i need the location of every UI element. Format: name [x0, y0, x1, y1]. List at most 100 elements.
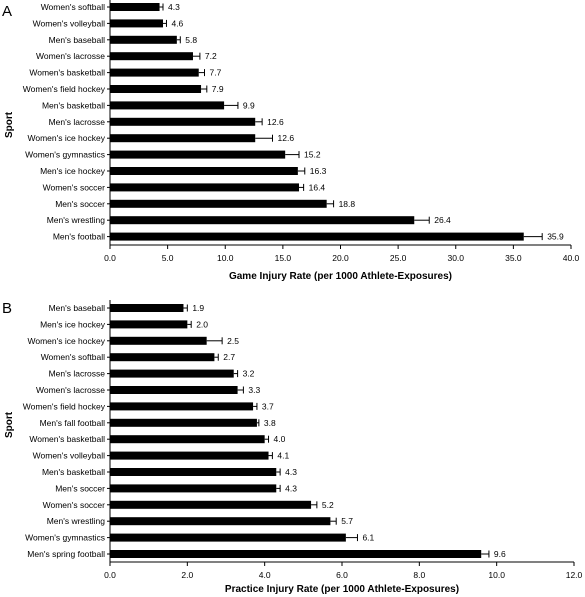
panel-b-bar	[110, 418, 257, 427]
panel-a-data-label: 18.8	[339, 199, 356, 209]
panel-a-x-tick-label: 10.0	[217, 253, 234, 263]
panel-b-category-label: Men's spring football	[27, 549, 105, 559]
panel-b-x-axis-title: Practice Injury Rate (per 1000 Athlete-E…	[225, 584, 459, 595]
panel-b-bar	[110, 435, 265, 444]
panel-a-data-label: 9.9	[243, 100, 255, 110]
panel-a-data-label: 16.4	[309, 182, 326, 192]
panel-a-x-tick-label: 40.0	[563, 253, 580, 263]
panel-b-category-label: Women's softball	[41, 352, 105, 362]
panel-b-category-label: Women's lacrosse	[36, 385, 105, 395]
panel-a-x-tick-label: 35.0	[505, 253, 522, 263]
panel-b-category-label: Men's ice hockey	[40, 319, 106, 329]
panel-b-category-label: Women's soccer	[43, 500, 106, 510]
panel-a-category-label: Women's soccer	[43, 182, 106, 192]
panel-b-category-label: Men's basketball	[42, 467, 105, 477]
panel-a-category-label: Men's wrestling	[47, 215, 106, 225]
panel-a-letter: A	[2, 3, 12, 20]
panel-a-data-label: 4.6	[171, 18, 183, 28]
panel-a-bar	[110, 117, 256, 126]
panel-b-data-label: 2.7	[223, 352, 235, 362]
panel-b-data-label: 4.1	[277, 451, 289, 461]
panel-a-bar	[110, 52, 193, 61]
panel-a-x-axis-title: Game Injury Rate (per 1000 Athlete-Expos…	[229, 271, 452, 282]
panel-a-bar	[110, 85, 202, 93]
panel-a-data-label: 35.9	[547, 232, 564, 242]
panel-a-data-label: 12.6	[278, 133, 295, 143]
panel-b-bar	[110, 386, 238, 394]
panel-b-bar	[110, 517, 331, 526]
panel-a-bar	[110, 167, 298, 175]
panel-a-bar	[110, 183, 300, 192]
panel-a-category-label: Men's lacrosse	[49, 117, 106, 127]
panel-b-bar	[110, 304, 184, 312]
panel-b-bar	[110, 500, 312, 509]
panel-a-data-label: 7.9	[212, 84, 224, 94]
panel-a-category-label: Men's football	[53, 232, 105, 242]
panel-b-category-label: Men's lacrosse	[49, 369, 106, 379]
panel-b-data-label: 4.3	[285, 483, 297, 493]
panel-a-bar	[110, 150, 286, 159]
panel-b-category-label: Women's field hockey	[23, 401, 106, 411]
panel-a-category-label: Women's ice hockey	[27, 133, 105, 143]
panel-b-category-label: Men's fall football	[40, 418, 106, 428]
panel-b-bar	[110, 369, 234, 378]
panel-b-bar	[110, 533, 346, 542]
panel-b-category-label: Women's volleyball	[33, 451, 105, 461]
panel-a-bar	[110, 216, 415, 225]
panel-b-x-tick-label: 2.0	[181, 570, 193, 580]
panel-b-bar	[110, 402, 254, 411]
panel-a-bar	[110, 35, 177, 44]
panel-a-data-label: 5.8	[185, 35, 197, 45]
panel-b-letter: B	[2, 300, 12, 317]
panel-b-bar	[110, 550, 482, 558]
panel-b-bar	[110, 451, 269, 460]
panel-b-data-label: 6.1	[362, 533, 374, 543]
panel-b-x-tick-label: 12.0	[566, 570, 583, 580]
panel-a-bar	[110, 3, 160, 11]
panel-a-data-label: 15.2	[304, 150, 321, 160]
panel-a-category-label: Women's field hockey	[23, 84, 106, 94]
panel-a-category-label: Men's baseball	[49, 35, 106, 45]
panel-b-category-label: Men's baseball	[49, 303, 106, 313]
panel-b-data-label: 4.3	[285, 467, 297, 477]
panel-a-category-label: Women's volleyball	[33, 18, 105, 28]
panel-b-data-label: 5.7	[341, 516, 353, 526]
panel-a-data-label: 4.3	[168, 2, 180, 12]
panel-a-bar	[110, 199, 327, 208]
panel-b-data-label: 3.2	[243, 369, 255, 379]
panel-a-data-label: 26.4	[434, 215, 451, 225]
panel-b-bar	[110, 336, 207, 345]
panel-b-x-tick-label: 0.0	[104, 570, 116, 580]
panel-b-data-label: 9.6	[494, 549, 506, 559]
panel-b-category-label: Women's ice hockey	[27, 336, 105, 346]
panel-b-category-label: Men's soccer	[55, 483, 105, 493]
panel-a-data-label: 16.3	[310, 166, 327, 176]
panel-a-category-label: Men's basketball	[42, 100, 105, 110]
panel-a-bar	[110, 68, 199, 77]
panel-a-bar	[110, 101, 225, 110]
panel-a-data-label: 7.7	[210, 68, 222, 78]
panel-a-category-label: Women's softball	[41, 2, 105, 12]
panel-a-bar	[110, 232, 524, 241]
panel-a-category-label: Women's lacrosse	[36, 51, 105, 61]
panel-b-data-label: 2.5	[227, 336, 239, 346]
panel-b-data-label: 5.2	[322, 500, 334, 510]
panel-b-category-label: Women's gymnastics	[25, 533, 105, 543]
panel-b-x-tick-label: 8.0	[413, 570, 425, 580]
panel-a-x-tick-label: 15.0	[275, 253, 292, 263]
panel-b-x-tick-label: 6.0	[336, 570, 348, 580]
panel-a-x-tick-label: 25.0	[390, 253, 407, 263]
panel-a-bar	[110, 134, 256, 143]
panel-b-x-tick-label: 10.0	[488, 570, 505, 580]
panel-b-data-label: 3.3	[248, 385, 260, 395]
panel-b-data-label: 2.0	[196, 319, 208, 329]
panel-a-x-tick-label: 20.0	[332, 253, 349, 263]
panel-b-y-axis-title: Sport	[4, 411, 15, 438]
panel-b-data-label: 1.9	[192, 303, 204, 313]
panel-a-category-label: Women's basketball	[29, 68, 105, 78]
panel-a-data-label: 12.6	[267, 117, 284, 127]
panel-a-bar	[110, 19, 164, 28]
panel-a-x-tick-label: 5.0	[162, 253, 174, 263]
panel-b-data-label: 3.7	[262, 401, 274, 411]
